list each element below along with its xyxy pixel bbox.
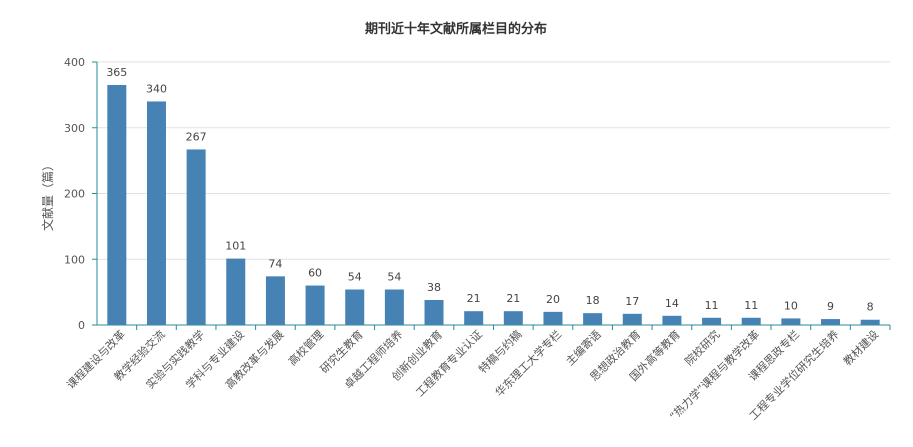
data-label: 54	[387, 270, 401, 283]
x-category-label: 工程教育专业认证	[413, 327, 485, 399]
y-tick-label: 300	[64, 122, 85, 135]
data-label: 267	[186, 130, 207, 143]
bar	[424, 300, 444, 325]
bar	[741, 317, 761, 325]
data-label: 340	[146, 82, 167, 95]
bar	[226, 258, 246, 325]
y-axis-label: 文献量（篇）	[40, 159, 55, 231]
bar	[781, 318, 801, 325]
chart-title: 期刊近十年文献所属栏目的分布	[365, 21, 547, 37]
x-category-label: 院校研究	[682, 327, 723, 368]
bar	[702, 317, 722, 325]
y-tick-label: 400	[64, 56, 85, 69]
data-label: 11	[705, 299, 719, 312]
data-label: 21	[506, 292, 520, 305]
data-label: 18	[586, 294, 600, 307]
data-label: 74	[268, 257, 282, 270]
bars	[107, 85, 880, 325]
data-label: 101	[225, 240, 246, 253]
bar	[345, 289, 365, 325]
bar	[860, 319, 880, 325]
data-label: 20	[546, 293, 560, 306]
x-category-label: 教材建设	[840, 327, 881, 368]
bar	[107, 85, 127, 325]
bar	[384, 289, 404, 325]
y-tick-label: 0	[78, 319, 85, 332]
data-label: 9	[827, 300, 834, 313]
bar	[543, 311, 563, 325]
y-tick-label: 100	[64, 253, 85, 266]
data-label: 17	[625, 295, 639, 308]
data-label: 60	[308, 267, 322, 280]
x-category-label: 主编寄语	[563, 327, 604, 368]
gridlines	[97, 61, 890, 260]
bar	[146, 101, 166, 325]
bar	[662, 315, 682, 325]
x-category-label: 高校管理	[285, 327, 326, 368]
bar	[305, 285, 325, 325]
bar	[265, 276, 285, 325]
bar	[186, 149, 206, 325]
bar	[622, 313, 642, 325]
bar	[583, 313, 603, 325]
data-labels: 365 340 267 101 74 60 54 54 38 21 21 20 18 17 14 11 11 10…	[106, 66, 873, 314]
data-label: 365	[106, 66, 127, 79]
y-tick-label: 200	[64, 188, 85, 201]
bar	[503, 311, 523, 325]
data-label: 54	[348, 270, 362, 283]
data-label: 11	[744, 299, 758, 312]
data-label: 38	[427, 281, 441, 294]
data-label: 21	[467, 292, 481, 305]
data-label: 14	[665, 297, 679, 310]
y-axis-ticks: 0 100 200 300 400	[64, 56, 97, 332]
bar	[464, 311, 484, 325]
data-label: 10	[784, 299, 798, 312]
bar	[821, 319, 841, 325]
x-category-label: 华东理工大学专栏	[492, 327, 564, 399]
data-label: 8	[867, 301, 874, 314]
